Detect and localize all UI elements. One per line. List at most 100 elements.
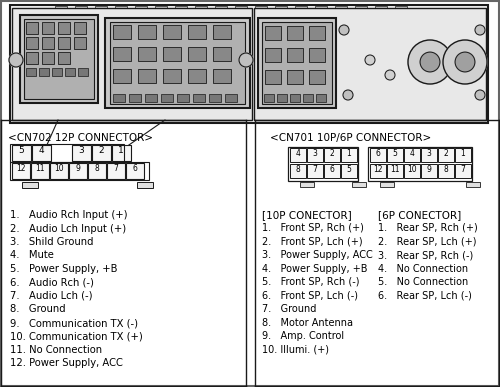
Bar — [69, 163, 87, 179]
Text: 4: 4 — [38, 146, 44, 155]
Bar — [110, 22, 245, 104]
Text: <CN701 10P/6P CONNECTOR>: <CN701 10P/6P CONNECTOR> — [270, 133, 431, 143]
Bar — [316, 94, 326, 102]
Bar — [74, 22, 86, 34]
Bar — [31, 163, 49, 179]
Bar — [290, 94, 300, 102]
Bar — [112, 145, 131, 161]
Bar — [380, 182, 394, 187]
Bar — [324, 164, 340, 178]
Bar — [50, 163, 68, 179]
Bar — [341, 164, 357, 178]
Bar — [438, 164, 454, 178]
Text: 3: 3 — [312, 149, 318, 158]
Bar — [368, 147, 472, 181]
Bar — [309, 48, 325, 62]
Bar — [58, 37, 70, 49]
Bar — [300, 182, 314, 187]
Text: 9: 9 — [426, 165, 432, 174]
Bar — [254, 8, 486, 120]
Text: 8: 8 — [444, 165, 448, 174]
Bar — [145, 94, 157, 102]
Text: 4: 4 — [410, 149, 414, 158]
Text: 2.   Audio Lch Input (+): 2. Audio Lch Input (+) — [10, 224, 126, 233]
Circle shape — [475, 90, 485, 100]
Bar — [195, 6, 207, 12]
Text: 12: 12 — [16, 164, 26, 173]
Text: 6.   Front SP, Lch (-): 6. Front SP, Lch (-) — [262, 291, 358, 300]
Bar — [295, 6, 307, 12]
Bar — [115, 6, 127, 12]
Circle shape — [339, 25, 349, 35]
Text: 3.   Power Supply, ACC: 3. Power Supply, ACC — [262, 250, 373, 260]
Bar — [12, 8, 252, 120]
Text: 4: 4 — [296, 149, 300, 158]
Bar — [213, 25, 231, 39]
Bar — [175, 6, 187, 12]
Bar — [303, 94, 313, 102]
Bar — [188, 47, 206, 61]
Bar — [113, 94, 125, 102]
Bar — [255, 6, 267, 12]
Circle shape — [385, 70, 395, 80]
Bar — [75, 6, 87, 12]
Circle shape — [443, 40, 487, 84]
Text: 5.   No Connection: 5. No Connection — [378, 277, 468, 287]
Text: 8.   Ground: 8. Ground — [10, 305, 66, 315]
Text: 7: 7 — [460, 165, 466, 174]
Text: 2: 2 — [444, 149, 448, 158]
Text: 1: 1 — [118, 146, 124, 155]
Text: 3: 3 — [78, 146, 84, 155]
Text: 11: 11 — [390, 165, 400, 174]
Bar — [138, 69, 156, 83]
Bar — [421, 164, 437, 178]
Bar — [138, 47, 156, 61]
Bar — [265, 48, 281, 62]
Text: 12. Power Supply, ACC: 12. Power Supply, ACC — [10, 358, 123, 368]
Bar — [421, 148, 437, 162]
Bar — [395, 6, 407, 12]
Bar — [213, 47, 231, 61]
Bar — [335, 6, 347, 12]
Bar — [88, 163, 106, 179]
Circle shape — [9, 53, 23, 67]
Bar — [26, 37, 38, 49]
Text: 8: 8 — [296, 165, 300, 174]
Bar — [235, 6, 247, 12]
Bar — [209, 94, 221, 102]
Text: 7.   Audio Lch (-): 7. Audio Lch (-) — [10, 291, 92, 301]
Text: 3: 3 — [426, 149, 432, 158]
Text: 2.   Rear SP, Lch (+): 2. Rear SP, Lch (+) — [378, 236, 476, 247]
Text: 8.   Motor Antenna: 8. Motor Antenna — [262, 317, 353, 327]
Bar — [163, 47, 181, 61]
Bar — [225, 94, 237, 102]
Bar — [370, 164, 386, 178]
Bar — [52, 68, 62, 76]
Bar — [95, 6, 107, 12]
Bar — [288, 147, 358, 181]
Bar — [74, 37, 86, 49]
Text: 6: 6 — [132, 164, 138, 173]
Text: 10. Illumi. (+): 10. Illumi. (+) — [262, 344, 329, 354]
Text: [6P CONECTOR]: [6P CONECTOR] — [378, 210, 461, 220]
Bar — [264, 94, 274, 102]
Bar — [466, 182, 480, 187]
Text: 8: 8 — [94, 164, 100, 173]
Text: 5: 5 — [392, 149, 398, 158]
Text: 7: 7 — [312, 165, 318, 174]
Bar — [370, 148, 386, 162]
Bar — [58, 52, 70, 64]
Bar — [287, 70, 303, 84]
Bar — [290, 148, 306, 162]
Bar — [290, 164, 306, 178]
Bar — [258, 18, 336, 108]
Text: 1.   Audio Rch Input (+): 1. Audio Rch Input (+) — [10, 210, 128, 220]
Bar — [78, 68, 88, 76]
Text: 2: 2 — [98, 146, 104, 155]
Text: 6.   Audio Rch (-): 6. Audio Rch (-) — [10, 277, 94, 288]
Bar — [307, 164, 323, 178]
Bar — [10, 5, 488, 123]
Bar — [287, 48, 303, 62]
Bar — [387, 148, 403, 162]
Bar — [341, 148, 357, 162]
